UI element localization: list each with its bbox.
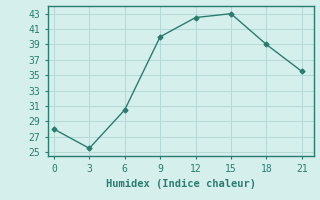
X-axis label: Humidex (Indice chaleur): Humidex (Indice chaleur) bbox=[106, 179, 256, 189]
